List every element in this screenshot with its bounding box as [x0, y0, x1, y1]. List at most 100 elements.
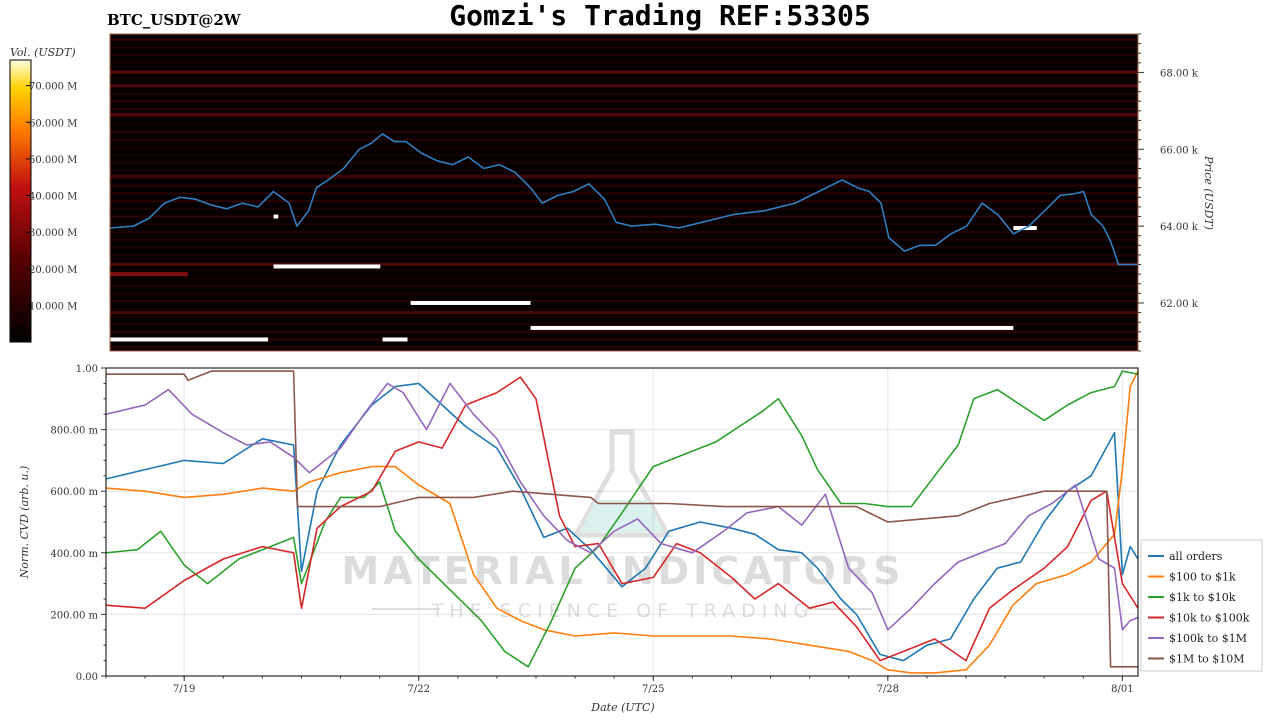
large-order-bar [410, 300, 531, 305]
legend-label: $1k to $10k [1169, 591, 1236, 604]
heatmap-band [110, 330, 1138, 333]
heatmap-band [110, 300, 1138, 303]
colorbar-label: Vol. (USDT) [10, 46, 76, 59]
large-order-bar [382, 337, 408, 342]
heatmap-band [110, 77, 1138, 80]
cvd-plot-area [106, 368, 1138, 676]
pair-label: BTC_USDT@2W [107, 11, 242, 29]
heatmap-band [110, 215, 1138, 218]
heatmap-band [110, 113, 1138, 117]
series-line [106, 376, 1138, 662]
heatmap-band [110, 192, 1138, 195]
heatmap-band [110, 292, 1138, 295]
heatmap-band [110, 346, 1138, 349]
series-line [106, 382, 1138, 631]
large-order-bar [530, 325, 1014, 330]
heatmap-band [110, 54, 1138, 57]
heatmap-band [110, 130, 1138, 133]
legend-label: all orders [1169, 550, 1223, 563]
heatmap-band [110, 174, 1138, 178]
legend-label: $1M to $10M [1169, 653, 1245, 666]
price-line [110, 133, 1138, 266]
cvd-x-tick-label: 7/25 [642, 684, 664, 695]
heatmap-band [110, 338, 1138, 341]
price-tick-label: 68.00 k [1160, 68, 1199, 79]
price-axis-label: Price (USDT) [1202, 155, 1215, 230]
cvd-x-ticks: 7/19 7/22 7/25 7/28 8/01 [105, 676, 1134, 695]
heatmap-band [110, 276, 1138, 279]
heatmap-band [110, 261, 1138, 264]
series-line [106, 370, 1138, 668]
heatmap-band [110, 307, 1138, 310]
chart-title: Gomzi's Trading REF:53305 [449, 0, 870, 32]
colorbar-tick-label: 50.000 M [29, 155, 77, 166]
legend: all orders $100 to $1k $1k to $10k $10k to … [1140, 539, 1263, 672]
colorbar-tick-label: 30.000 M [29, 228, 77, 239]
heatmap-band [110, 230, 1138, 233]
legend-label: $100k to $1M [1169, 632, 1247, 645]
heatmap-band [110, 123, 1138, 126]
series-line [106, 382, 1138, 662]
heatmap-band [110, 154, 1138, 157]
series-line [106, 370, 1138, 674]
colorbar-tick-label: 20.000 M [29, 265, 77, 276]
cvd-y-tick-label: 800.00 m [50, 426, 98, 437]
price-tick-label: 64.00 k [1160, 222, 1199, 233]
cvd-x-tick-label: 7/22 [407, 684, 429, 695]
colorbar-tick-label: 70.000 M [29, 82, 77, 93]
heatmap-band [110, 138, 1138, 141]
heatmap-band [110, 272, 188, 277]
colorbar-tick-label: 10.000 M [29, 301, 77, 312]
cvd-y-tick-label: 1.00 [76, 364, 98, 375]
heatmap-band [110, 107, 1138, 110]
heatmap-band [110, 84, 1138, 88]
heatmap-band [110, 207, 1138, 210]
cvd-x-tick-label: 7/28 [877, 684, 899, 695]
heatmap-band [110, 284, 1138, 287]
large-order-bar [273, 264, 381, 269]
heatmap-band [110, 146, 1138, 149]
x-axis-label: Date (UTC) [590, 701, 654, 714]
colorbar-ticks: 10.000 M 20.000 M 30.000 M 40.000 M 50.000 M… [26, 82, 77, 312]
heatmap-band [110, 315, 1138, 318]
cvd-y-tick-label: 400.00 m [50, 549, 98, 560]
series-line [106, 370, 1138, 668]
large-order-bar [110, 337, 269, 342]
cvd-y-tick-label: 200.00 m [50, 610, 98, 621]
heatmap-band [110, 200, 1138, 203]
heatmap-band [110, 177, 1138, 180]
heatmap-band [110, 246, 1138, 249]
heatmap-band [110, 69, 1138, 72]
cvd-y-tick-label: 0.00 [76, 672, 98, 683]
heatmap-band [110, 323, 1138, 326]
cvd-x-tick-label: 8/01 [1111, 684, 1133, 695]
cvd-y-tick-label: 600.00 m [50, 487, 98, 498]
heatmap-band [110, 46, 1138, 49]
heatmap-band [110, 238, 1138, 241]
large-order-bar [273, 214, 279, 219]
colorbar-tick-label: 40.000 M [29, 192, 77, 203]
colorbar-tick-label: 60.000 M [29, 118, 77, 129]
heatmap-band [110, 70, 1138, 74]
colorbar [9, 59, 32, 343]
heatmap-band [110, 269, 1138, 272]
watermark-tagline: THE SCIENCE OF TRADING [431, 600, 815, 622]
heatmap-band [110, 161, 1138, 164]
cvd-y-ticks: 0.00 200.00 m 400.00 m 600.00 m 800.00 m 1.00 [50, 364, 106, 683]
price-axis-ticks: 62.00 k 64.00 k 66.00 k 68.00 k [1138, 33, 1199, 352]
heatmap-bands [110, 38, 1138, 349]
heatmap-band [110, 100, 1138, 103]
heatmap-band [110, 184, 1138, 187]
heatmap-band [110, 61, 1138, 64]
heatmap-band [110, 253, 1138, 256]
heatmap-frame [109, 33, 1139, 352]
heatmap-band [110, 263, 1138, 267]
cvd-x-tick-label: 7/19 [173, 684, 195, 695]
heatmap-band [110, 38, 1138, 41]
legend-box [1140, 539, 1263, 672]
cvd-series [106, 370, 1138, 674]
price-tick-label: 62.00 k [1160, 299, 1199, 310]
legend-label: $10k to $100k [1169, 612, 1250, 625]
cvd-y-axis-label: Norm. CVD (arb. u.) [18, 466, 31, 580]
